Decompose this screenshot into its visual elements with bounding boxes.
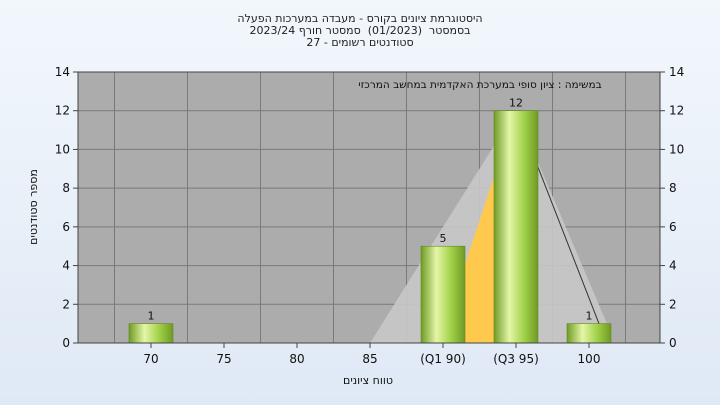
- y-tick-label-right-12: 12: [669, 104, 684, 118]
- y-tick-label-left-4: 4: [62, 259, 70, 273]
- y-tick-label-left-10: 10: [55, 142, 70, 156]
- y-tick-label-left-8: 8: [62, 181, 70, 195]
- y-tick-label-right-10: 10: [669, 142, 684, 156]
- x-axis-label: טווח ציונים: [343, 374, 393, 387]
- y-tick-label-left-2: 2: [62, 297, 70, 311]
- axes: 0 0 2 2 4 4 6 6 8 8 10 10 12 12 14 14 70 75 80 85 (Q1 90) (Q3…: [55, 65, 685, 366]
- y-tick-label-left-14: 14: [55, 65, 70, 79]
- bar-(Q1 90): [420, 245, 466, 344]
- x-tick-label-3: 85: [362, 352, 377, 366]
- plot-frame: [77, 71, 661, 344]
- bar-(Q3 95): [493, 110, 539, 344]
- chart-title-line-2: בסמסטר (01/2023) סמסטר חורף 2023/24: [249, 24, 471, 37]
- chart-title-line-1: היסטוגרמת ציונים בקורס - מעבדה במערכות ה…: [237, 12, 483, 25]
- y-tick-label-right-6: 6: [669, 220, 677, 234]
- x-tick-label-4: (Q1 90): [420, 352, 466, 366]
- y-tick-label-right-14: 14: [669, 65, 684, 79]
- x-tick-label-6: 100: [578, 352, 601, 366]
- bar-label-100: 1: [586, 310, 593, 323]
- y-tick-label-right-2: 2: [669, 297, 677, 311]
- y-tick-label-right-0: 0: [669, 336, 677, 350]
- bar-label-(Q1 90): 5: [440, 232, 447, 245]
- x-tick-label-5: (Q3 95): [493, 352, 539, 366]
- x-tick-label-2: 80: [289, 352, 304, 366]
- x-tick-label-1: 75: [216, 352, 231, 366]
- y-tick-label-left-0: 0: [62, 336, 70, 350]
- x-tick-label-0: 70: [143, 352, 158, 366]
- bar-label-70: 1: [148, 310, 155, 323]
- bar-100: [566, 323, 612, 344]
- y-tick-label-right-4: 4: [669, 259, 677, 273]
- y-tick-label-left-12: 12: [55, 104, 70, 118]
- bars: [128, 110, 612, 344]
- bar-70: [128, 323, 174, 344]
- y-tick-label-right-8: 8: [669, 181, 677, 195]
- chart-annotation: במשימה : ציון סופי במערכת האקדמית במחשב …: [358, 79, 601, 91]
- bar-value-labels: 1 5 12 1: [148, 97, 593, 323]
- y-axis-label: מספר סטודנטים: [27, 169, 40, 245]
- y-tick-label-left-6: 6: [62, 220, 70, 234]
- chart-title-line-3: סטודנטים רשומים - 27: [306, 36, 414, 49]
- bar-label-(Q3 95): 12: [509, 97, 523, 110]
